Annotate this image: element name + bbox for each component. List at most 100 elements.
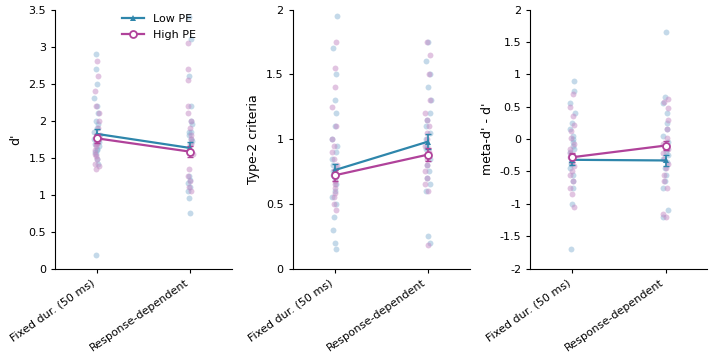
Point [332,143,343,148]
Point [568,122,580,128]
Point [662,96,673,102]
Point [91,144,102,149]
Point [93,136,105,142]
Y-axis label: Type-2 criteria: Type-2 criteria [247,94,260,184]
Y-axis label: d': d' [10,133,23,145]
Point [425,110,436,116]
Point [419,182,431,187]
Point [661,149,672,155]
Point [422,84,434,90]
Point [662,208,674,213]
Point [328,214,339,220]
Point [421,130,433,135]
Point [91,103,102,109]
Point [185,103,197,109]
Point [327,156,338,162]
Point [565,185,576,191]
Point [331,39,342,45]
Point [330,246,342,252]
Point [424,240,436,246]
Point [93,164,104,169]
Point [659,178,670,184]
Point [93,138,104,144]
Point [565,154,576,160]
Point [182,103,193,109]
Point [421,59,432,64]
Point [658,156,670,162]
Point [657,150,669,156]
Point [658,133,670,139]
Point [329,201,340,207]
Point [185,188,196,194]
Point [88,129,100,135]
Point [329,175,340,181]
Point [187,151,198,157]
Point [660,165,672,171]
Point [424,169,435,174]
Point [568,141,579,147]
Point [565,161,577,167]
Point [329,195,340,200]
Point [327,172,339,178]
Point [658,172,670,178]
Point [424,71,436,77]
Point [327,169,339,174]
Point [330,71,342,77]
Point [91,125,103,131]
Point [91,156,103,162]
Point [424,182,436,187]
Point [661,143,672,148]
Point [569,78,580,84]
Point [329,178,341,183]
Point [661,214,672,220]
Point [183,188,194,194]
Point [662,146,673,151]
Point [93,139,105,145]
Point [662,117,673,122]
Point [327,136,338,142]
Point [185,132,197,138]
Point [424,52,436,58]
Point [565,172,576,178]
Point [90,153,101,159]
Point [90,66,101,72]
Point [421,162,433,168]
Point [90,141,101,147]
Point [90,252,101,258]
Point [332,13,343,19]
Point [331,123,342,129]
Point [421,175,433,181]
Point [424,156,436,162]
Point [92,103,103,109]
Point [423,242,434,248]
Point [327,104,338,109]
Point [329,123,340,129]
Point [329,167,340,173]
Point [424,130,436,135]
Point [183,195,194,201]
Point [89,88,101,94]
Point [185,184,196,190]
Point [183,66,194,72]
Point [423,188,434,194]
Point [567,185,578,191]
Point [420,136,431,142]
Point [183,184,195,190]
Point [660,172,672,178]
Point [331,172,342,178]
Point [184,141,195,147]
Point [91,59,103,64]
Point [421,156,433,162]
Point [564,126,575,132]
Point [421,117,433,122]
Point [330,208,342,213]
Point [93,118,105,123]
Point [565,135,577,141]
Point [564,101,575,106]
Point [566,159,578,165]
Point [93,144,105,149]
Point [93,160,104,166]
Point [329,240,341,246]
Point [425,97,436,103]
Point [419,110,431,116]
